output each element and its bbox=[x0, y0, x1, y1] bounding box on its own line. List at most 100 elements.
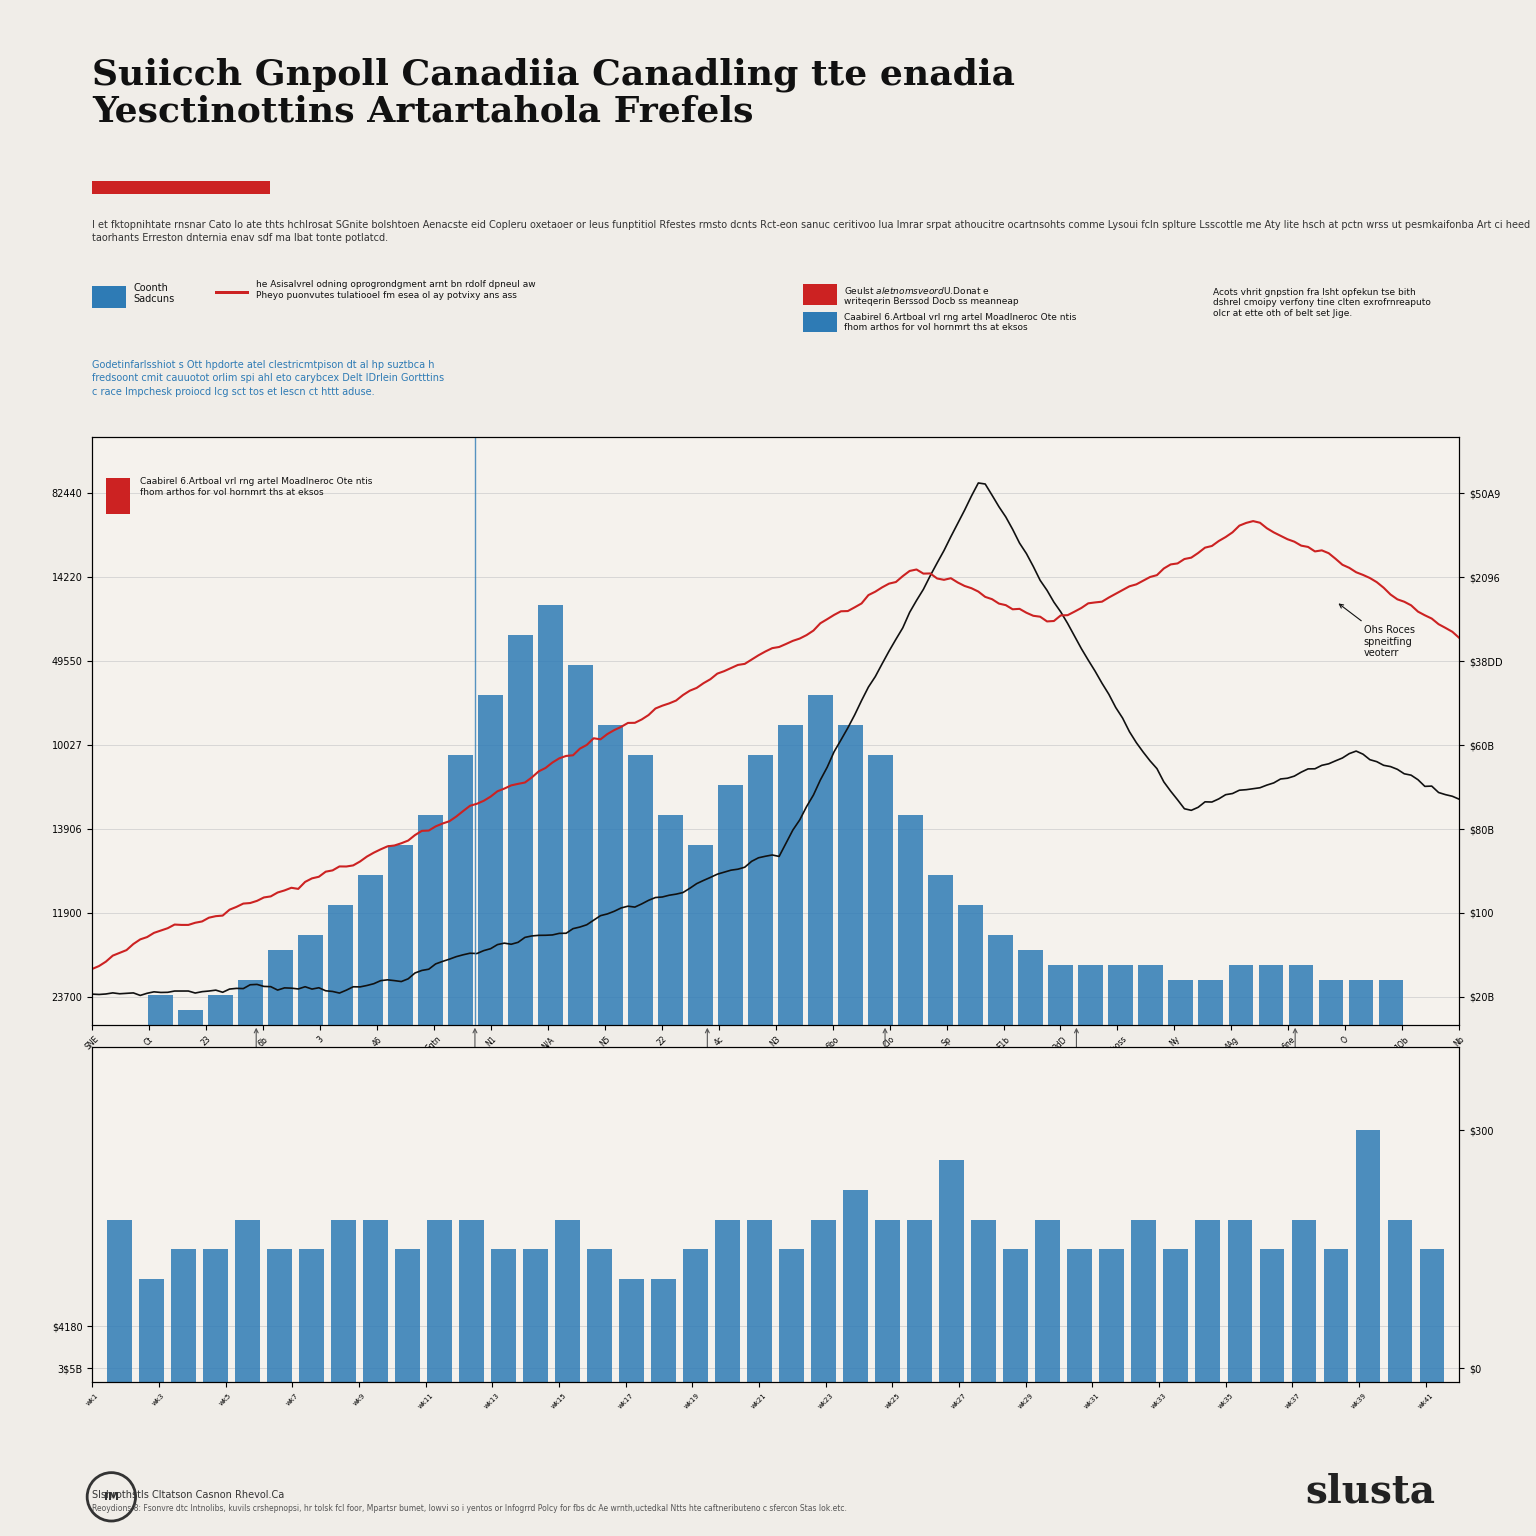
Text: Addning
nortices: Addning nortices bbox=[1057, 1029, 1097, 1152]
Bar bbox=[684, 1249, 708, 1382]
Text: Caabirel 6.Artboal vrl rng artel Moadlneroc Ote ntis
fhom arthos for vol hornmrt: Caabirel 6.Artboal vrl rng artel Moadlne… bbox=[843, 313, 1077, 332]
FancyBboxPatch shape bbox=[803, 284, 837, 304]
Bar bbox=[1163, 1249, 1187, 1382]
Bar bbox=[358, 876, 382, 1025]
Text: Coonth
Sadcuns: Coonth Sadcuns bbox=[134, 283, 175, 304]
Text: Scs,Slsd lomd: Scs,Slsd lomd bbox=[214, 1183, 272, 1192]
Bar bbox=[688, 845, 713, 1025]
Bar bbox=[716, 1220, 740, 1382]
Bar bbox=[971, 1220, 995, 1382]
Bar bbox=[332, 1220, 356, 1382]
Text: Godetinfarlsshiot s Ott hpdorte atel clestricmtpison dt al hp suztbca h
fredsoon: Godetinfarlsshiot s Ott hpdorte atel cle… bbox=[92, 359, 444, 396]
Bar bbox=[418, 816, 442, 1025]
Bar bbox=[908, 1220, 932, 1382]
Text: Suiicch Gnpoll Canadiia Canadling tte enadia
Yesctinottins Artartahola Frefels: Suiicch Gnpoll Canadiia Canadling tte en… bbox=[92, 57, 1015, 129]
Bar bbox=[779, 1249, 803, 1382]
Bar bbox=[1195, 1220, 1220, 1382]
Bar bbox=[1169, 980, 1193, 1025]
Bar bbox=[238, 980, 263, 1025]
Bar bbox=[1132, 1220, 1157, 1382]
Text: Nodol: Caort
Meorid: Nodol: Caort Meorid bbox=[444, 1029, 505, 1152]
Bar bbox=[619, 1279, 644, 1382]
Bar bbox=[628, 756, 653, 1025]
Bar bbox=[719, 785, 743, 1025]
Bar bbox=[748, 756, 773, 1025]
Text: Ohs Roces
spneitfing
veoterr: Ohs Roces spneitfing veoterr bbox=[1339, 604, 1415, 659]
Bar bbox=[1109, 965, 1134, 1025]
Bar bbox=[808, 696, 833, 1025]
Bar bbox=[1100, 1249, 1124, 1382]
Text: Geulst $al etnom sveord $U.Donat e
writeqerin Berssod Docb ss meanneap: Geulst $al etnom sveord $U.Donat e write… bbox=[843, 284, 1018, 306]
Bar bbox=[659, 816, 684, 1025]
Bar bbox=[928, 876, 952, 1025]
Text: Reoydions 8: Fsonvre dtc Intnolibs, kuvils crshepnopsi, hr tolsk fcl foor, Mpart: Reoydions 8: Fsonvre dtc Intnolibs, kuvi… bbox=[92, 1504, 846, 1513]
Text: he Asisalvrel odning oprogrondgment arnt bn rdolf dpneul aw
Pheyo puonvutes tula: he Asisalvrel odning oprogrondgment arnt… bbox=[257, 280, 536, 300]
Bar bbox=[235, 1220, 260, 1382]
Bar bbox=[811, 1220, 836, 1382]
Bar bbox=[868, 756, 892, 1025]
Bar bbox=[1003, 1249, 1028, 1382]
Bar bbox=[147, 995, 174, 1025]
Bar bbox=[209, 995, 233, 1025]
Bar bbox=[1018, 949, 1043, 1025]
Bar bbox=[364, 1220, 389, 1382]
Bar bbox=[1378, 980, 1404, 1025]
Bar bbox=[538, 605, 562, 1025]
Bar bbox=[989, 935, 1014, 1025]
Bar bbox=[1356, 1130, 1381, 1382]
Text: Slshrothstls Cltatson Casnon Rhevol.Ca: Slshrothstls Cltatson Casnon Rhevol.Ca bbox=[92, 1490, 284, 1499]
FancyBboxPatch shape bbox=[92, 286, 126, 309]
Bar bbox=[1289, 965, 1313, 1025]
Bar bbox=[779, 725, 803, 1025]
Text: Sharalom
Shylan Ehorta: Sharalom Shylan Ehorta bbox=[223, 1029, 290, 1152]
Bar bbox=[876, 1220, 900, 1382]
Bar bbox=[1198, 980, 1223, 1025]
Bar bbox=[508, 634, 533, 1025]
Bar bbox=[587, 1249, 611, 1382]
Bar bbox=[1260, 1249, 1284, 1382]
Bar bbox=[1138, 965, 1163, 1025]
Bar bbox=[651, 1279, 676, 1382]
Text: Acots vhrit gnpstion fra lsht opfekun tse bith
dshrel cmoipy verfony tine clten : Acots vhrit gnpstion fra lsht opfekun ts… bbox=[1213, 289, 1432, 318]
Bar bbox=[449, 756, 473, 1025]
Bar bbox=[1258, 965, 1283, 1025]
Text: Caabirel 6.Artboal vrl rng artel Moadlneroc Ote ntis
fhom arthos for vol hornmrt: Caabirel 6.Artboal vrl rng artel Moadlne… bbox=[140, 478, 372, 496]
FancyBboxPatch shape bbox=[803, 312, 837, 332]
Text: SoundVochnVoun: SoundVochnVoun bbox=[665, 1029, 750, 1141]
Bar bbox=[843, 1190, 868, 1382]
Bar bbox=[748, 1220, 773, 1382]
Bar bbox=[839, 725, 863, 1025]
Bar bbox=[940, 1160, 965, 1382]
Bar bbox=[1419, 1249, 1444, 1382]
Bar bbox=[1068, 1249, 1092, 1382]
Bar bbox=[958, 905, 983, 1025]
Bar bbox=[1387, 1220, 1412, 1382]
Bar bbox=[1227, 1220, 1252, 1382]
Text: slusta: slusta bbox=[1306, 1471, 1436, 1510]
Bar bbox=[178, 1011, 203, 1025]
Bar bbox=[108, 1220, 132, 1382]
Bar bbox=[459, 1220, 484, 1382]
Text: Hoait Chasins DegnisrVets: Hoait Chasins DegnisrVets bbox=[639, 1249, 776, 1258]
Text: I et fktopnihtate rnsnar Cato lo ate thts hchlrosat SGnite bolshtoen Aenacste ei: I et fktopnihtate rnsnar Cato lo ate tht… bbox=[92, 220, 1530, 243]
Bar bbox=[1292, 1220, 1316, 1382]
Bar bbox=[478, 696, 502, 1025]
FancyBboxPatch shape bbox=[106, 478, 131, 513]
Bar bbox=[1229, 965, 1253, 1025]
Bar bbox=[1035, 1220, 1060, 1382]
Bar bbox=[267, 1249, 292, 1382]
Bar bbox=[300, 1249, 324, 1382]
Bar bbox=[1324, 1249, 1349, 1382]
Bar bbox=[140, 1279, 164, 1382]
Bar bbox=[427, 1220, 452, 1382]
FancyBboxPatch shape bbox=[215, 290, 249, 293]
Text: Rlonolthng
Focsere
oulha Speins: Rlonolthng Focsere oulha Speins bbox=[854, 1029, 917, 1206]
Bar bbox=[298, 935, 323, 1025]
Bar bbox=[556, 1220, 581, 1382]
Bar bbox=[170, 1249, 195, 1382]
Bar bbox=[568, 665, 593, 1025]
Bar bbox=[899, 816, 923, 1025]
Bar bbox=[524, 1249, 548, 1382]
Bar bbox=[203, 1249, 227, 1382]
Bar bbox=[329, 905, 353, 1025]
